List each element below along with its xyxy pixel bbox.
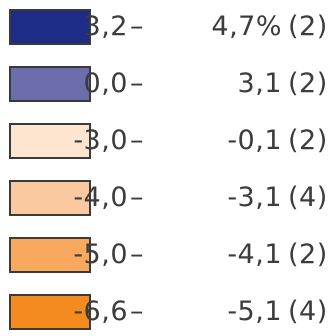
legend-count: (2) [288,125,328,156]
legend-row: -3,0 – -0,1 (2) [0,119,334,163]
legend-range-dash: – [130,11,144,42]
legend-swatch [9,180,91,216]
legend-count: (4) [288,296,328,327]
legend-range-dash: – [130,296,144,327]
legend-row: -6,6 – -5,1 (4) [0,290,334,334]
legend-count: (2) [288,11,328,42]
legend-range-to: -3,1 [227,182,282,213]
legend-row: 3,2 – 4,7% (2) [0,5,334,49]
legend-range-from: -5,0 [73,239,128,270]
legend-swatch [9,66,91,102]
legend-range-from: -4,0 [73,182,128,213]
legend-row: -4,0 – -3,1 (4) [0,176,334,220]
legend-range-to: -0,1 [227,125,282,156]
legend-range-from: -3,0 [73,125,128,156]
legend-range-from: -6,6 [73,296,128,327]
legend-swatch [9,294,91,330]
legend-range-from: 3,2 [83,11,128,42]
legend-range-to: 3,1 [237,68,282,99]
legend-range-dash: – [130,125,144,156]
legend-range-dash: – [130,239,144,270]
legend-count: (2) [288,239,328,270]
legend-row: 0,0 – 3,1 (2) [0,62,334,106]
legend-range-to: 4,7% [211,11,282,42]
legend-range-to: -5,1 [227,296,282,327]
legend-row: -5,0 – -4,1 (2) [0,233,334,277]
legend-swatch [9,9,91,45]
legend-range-from: 0,0 [83,68,128,99]
legend-swatch [9,237,91,273]
legend-count: (4) [288,182,328,213]
legend-swatch [9,123,91,159]
legend-range-dash: – [130,182,144,213]
legend-count: (2) [288,68,328,99]
legend-range-to: -4,1 [227,239,282,270]
legend-range-dash: – [130,68,144,99]
